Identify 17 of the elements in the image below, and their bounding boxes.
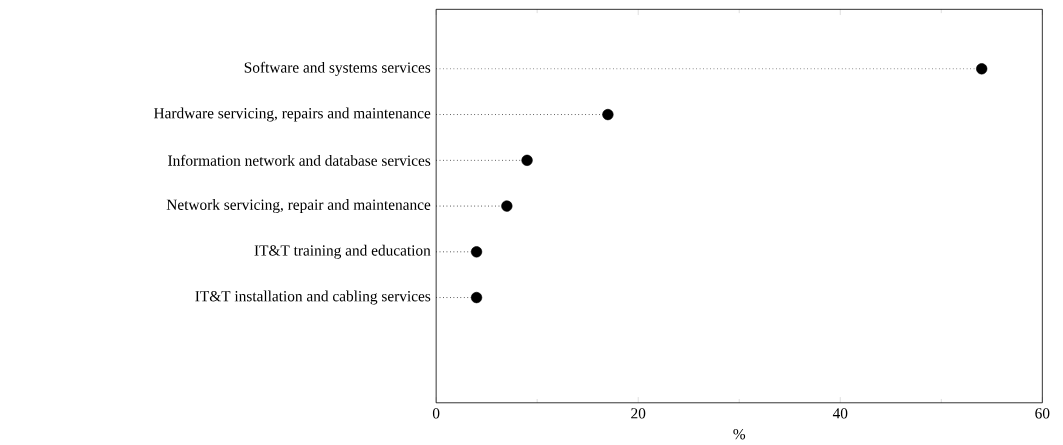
point bbox=[470, 291, 483, 303]
point bbox=[501, 200, 513, 212]
y-tick-label: Network servicing, repair and maintenance bbox=[166, 198, 431, 213]
y-tick-label: Software and systems services bbox=[244, 61, 431, 76]
x-tick-label: 20 bbox=[631, 407, 646, 419]
x-axis-title: % bbox=[733, 428, 746, 440]
y-tick-label: Hardware servicing, repairs and maintenance bbox=[153, 107, 431, 122]
y-tick-label: IT&T training and education bbox=[254, 244, 431, 259]
x-tick-label: 0 bbox=[432, 407, 440, 419]
point bbox=[470, 245, 483, 258]
point bbox=[976, 62, 988, 75]
x-tick-label: 60 bbox=[1035, 407, 1050, 419]
y-tick-label: Information network and database services bbox=[168, 154, 431, 166]
point bbox=[521, 154, 533, 166]
y-tick-label: IT&T installation and cabling services bbox=[195, 290, 431, 305]
x-tick-label: 40 bbox=[832, 407, 848, 419]
point bbox=[602, 108, 614, 120]
